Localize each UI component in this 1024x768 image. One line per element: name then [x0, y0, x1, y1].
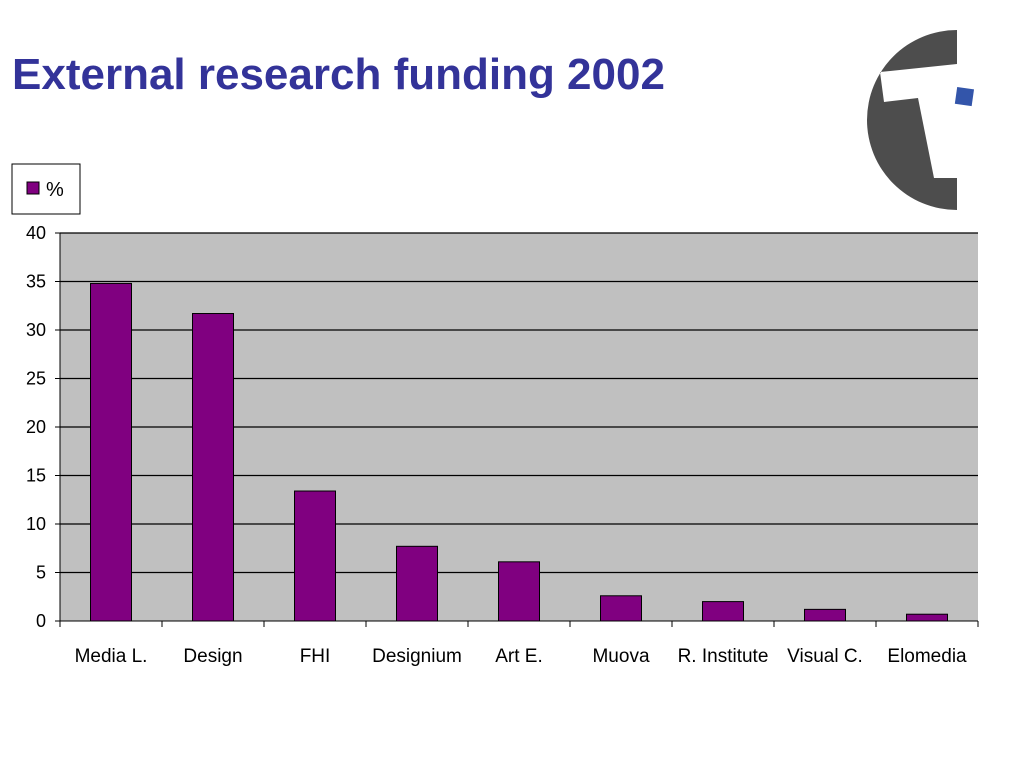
- y-axis-ticks: 0 5 10 15 20 25 30 35 40: [26, 223, 60, 631]
- legend-swatch: [26, 181, 40, 195]
- bar: [906, 613, 948, 622]
- slide-title: External research funding 2002: [12, 50, 665, 99]
- y-tick-label: 0: [36, 611, 46, 631]
- x-category-label: Art E.: [495, 646, 543, 667]
- x-axis-ticks: Media L. Design FHI Designium Art E. Muova R. …: [59, 621, 979, 667]
- y-tick-label: 15: [26, 466, 46, 486]
- x-category-label: Visual C.: [787, 646, 863, 667]
- x-category-label: Elomedia: [887, 646, 967, 667]
- y-tick-label: 5: [36, 563, 46, 583]
- y-tick-label: 25: [26, 369, 46, 389]
- logo-square-shape: [954, 86, 975, 107]
- bar: [600, 595, 642, 622]
- legend-box: [11, 163, 81, 215]
- y-tick-label: 10: [26, 514, 46, 534]
- logo-circle-shape: [867, 30, 957, 210]
- x-category-label: R. Institute: [678, 646, 769, 667]
- bar: [804, 608, 846, 622]
- y-tick-label: 30: [26, 320, 46, 340]
- x-category-label: FHI: [300, 646, 331, 667]
- legend-label: %: [46, 179, 64, 201]
- bar: [192, 313, 234, 622]
- bar: [396, 545, 438, 622]
- y-tick-label: 20: [26, 417, 46, 437]
- y-tick-label: 35: [26, 272, 46, 292]
- bars: [90, 282, 948, 622]
- bar: [702, 601, 744, 622]
- x-category-label: Design: [183, 646, 242, 667]
- legend: %: [11, 163, 81, 215]
- t-letter-logo-icon: [867, 30, 975, 210]
- x-category-label: Muova: [592, 646, 649, 667]
- x-category-label: Media L.: [75, 646, 148, 667]
- y-tick-label: 40: [26, 223, 46, 243]
- bar: [294, 490, 336, 622]
- bar: [498, 561, 540, 622]
- x-category-label: Designium: [372, 646, 462, 667]
- bar: [90, 282, 132, 622]
- bar-chart: 0 5 10 15 20 25 30 35 40 Media L. Design FHI Design…: [11, 163, 979, 667]
